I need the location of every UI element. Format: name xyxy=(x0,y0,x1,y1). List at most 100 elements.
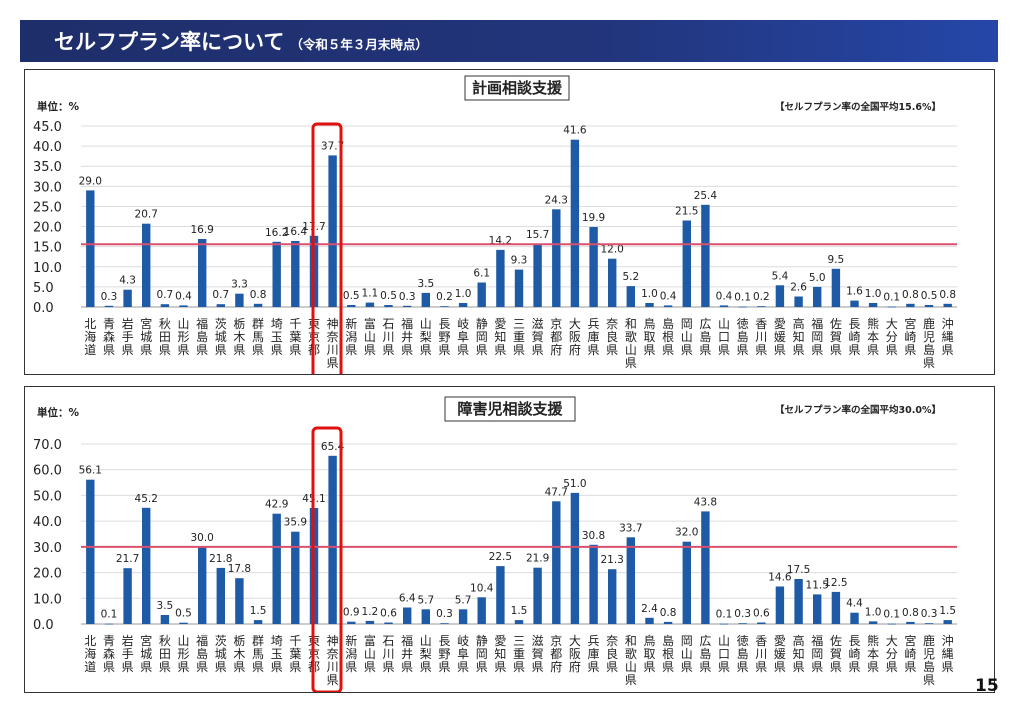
unit-label: 単位：% xyxy=(37,406,79,419)
value-label-徳島県: 0.1 xyxy=(734,292,751,304)
y-tick-label: 0.0 xyxy=(33,301,54,316)
bar-三重県 xyxy=(514,620,524,624)
value-label-高知県: 2.6 xyxy=(790,282,807,294)
category-label-広島県: 広島県 xyxy=(699,317,711,357)
chart-panel-child-support: 障害児相談支援 単位：% 【セルフプラン率の全国平均30.0%】 0.0 10.0 20.… xyxy=(24,386,995,693)
bar-岐阜県 xyxy=(458,303,468,307)
bar-福井県 xyxy=(403,305,412,307)
highlight-box-kanagawa xyxy=(311,122,343,374)
unit-label: 単位：% xyxy=(37,100,79,113)
value-label-石川県: 0.5 xyxy=(380,290,397,302)
value-label-沖縄県: 0.8 xyxy=(939,289,956,301)
y-tick-label: 10.0 xyxy=(33,592,62,607)
chart-panel-planning-support: 計画相談支援 単位：% 【セルフプラン率の全国平均15.6%】 0.0 5.0 10.0 1… xyxy=(24,69,995,375)
category-label-佐賀県: 佐賀県 xyxy=(830,317,842,357)
bar-京都府 xyxy=(552,501,561,624)
y-tick-label: 20.0 xyxy=(33,567,62,582)
y-tick-label: 10.0 xyxy=(33,261,62,276)
bar-大阪府 xyxy=(570,492,580,624)
bar-岡山県 xyxy=(682,220,691,307)
bar-大分県 xyxy=(887,306,896,308)
y-tick-label: 5.0 xyxy=(33,281,54,296)
value-label-香川県: 0.6 xyxy=(753,607,770,619)
value-label-石川県: 0.6 xyxy=(380,607,397,619)
value-label-神奈川県: 37.7 xyxy=(321,140,344,152)
value-label-徳島県: 0.3 xyxy=(734,608,751,620)
bar-岐阜県 xyxy=(458,609,468,624)
category-label-山口県: 山口県 xyxy=(718,317,730,357)
value-label-岩手県: 4.3 xyxy=(119,275,136,287)
category-label-神奈川県: 神奈川県 xyxy=(327,634,339,687)
bar-秋田県 xyxy=(160,615,170,624)
y-tick-label: 30.0 xyxy=(33,180,62,195)
bar-宮崎県 xyxy=(906,303,915,307)
bar-鹿児島県 xyxy=(924,305,934,307)
bar-沖縄県 xyxy=(943,303,952,307)
value-label-岡山県: 21.5 xyxy=(675,206,698,218)
bar-秋田県 xyxy=(160,304,170,307)
value-label-福島県: 30.0 xyxy=(190,532,213,544)
value-label-和歌山県: 5.2 xyxy=(622,271,639,283)
category-label-千葉県: 千葉県 xyxy=(289,634,301,674)
value-label-神奈川県: 65.4 xyxy=(321,441,345,453)
category-label-兵庫県: 兵庫県 xyxy=(588,317,600,357)
category-label-大阪府: 大阪府 xyxy=(569,317,581,357)
chart-title-box xyxy=(464,75,570,101)
value-label-群馬県: 0.8 xyxy=(250,289,267,301)
value-label-鹿児島県: 0.5 xyxy=(921,290,938,302)
value-label-長野県: 0.3 xyxy=(436,608,453,620)
value-label-和歌山県: 33.7 xyxy=(619,522,642,534)
category-label-長野県: 長野県 xyxy=(438,634,450,674)
value-label-静岡県: 6.1 xyxy=(473,267,490,279)
y-tick-label: 60.0 xyxy=(33,464,62,479)
bar-長崎県 xyxy=(850,612,859,624)
bar-新潟県 xyxy=(347,305,356,307)
category-label-富山県: 富山県 xyxy=(364,316,376,357)
bar-岡山県 xyxy=(682,541,691,624)
category-label-鹿児島県: 鹿児島県 xyxy=(923,316,935,370)
bar-群馬県 xyxy=(253,303,263,307)
category-label-三重県: 三重県 xyxy=(513,634,525,674)
value-label-宮城県: 45.2 xyxy=(135,493,158,505)
bar-愛知県 xyxy=(496,249,505,307)
value-label-富山県: 1.1 xyxy=(362,288,379,300)
category-label-島根県: 島根県 xyxy=(662,633,674,674)
category-label-佐賀県: 佐賀県 xyxy=(830,634,842,674)
value-label-大分県: 0.1 xyxy=(883,292,900,304)
bar-山口県 xyxy=(719,623,729,625)
y-tick-label: 35.0 xyxy=(33,160,62,175)
category-label-新潟県: 新潟県 xyxy=(345,633,357,674)
value-label-埼玉県: 42.9 xyxy=(265,499,288,511)
value-label-富山県: 1.2 xyxy=(362,606,379,618)
category-label-鹿児島県: 鹿児島県 xyxy=(923,633,935,687)
bar-福島県 xyxy=(198,239,207,307)
value-label-熊本県: 1.0 xyxy=(865,606,882,618)
category-label-京都府: 京都府 xyxy=(550,634,562,674)
category-label-鳥取県: 鳥取県 xyxy=(643,633,655,674)
category-label-長崎県: 長崎県 xyxy=(848,317,860,357)
category-label-岐阜県: 岐阜県 xyxy=(457,634,469,674)
bar-山形県 xyxy=(179,305,188,307)
bar-佐賀県 xyxy=(831,268,841,307)
y-tick-label: 45.0 xyxy=(33,120,62,135)
category-label-栃木県: 栃木県 xyxy=(233,317,245,357)
value-label-奈良県: 12.0 xyxy=(600,244,623,256)
page-title: セルフプラン率について （令和５年３月末時点） xyxy=(54,26,428,56)
bar-愛媛県 xyxy=(775,285,785,307)
value-label-新潟県: 0.9 xyxy=(343,607,360,619)
bar-青森県 xyxy=(104,623,114,625)
value-label-岐阜県: 5.7 xyxy=(455,594,472,606)
category-label-北海道: 北海道 xyxy=(84,634,96,674)
bar-滋賀県 xyxy=(533,243,542,307)
category-label-香川県: 香川県 xyxy=(755,317,767,357)
value-label-山口県: 0.4 xyxy=(716,290,733,302)
category-label-福島県: 福島県 xyxy=(196,633,208,674)
category-label-兵庫県: 兵庫県 xyxy=(588,634,600,674)
category-label-沖縄県: 沖縄県 xyxy=(942,634,954,674)
value-label-青森県: 0.1 xyxy=(101,609,118,621)
category-label-高知県: 高知県 xyxy=(793,633,805,674)
category-label-高知県: 高知県 xyxy=(793,316,805,357)
value-label-栃木県: 3.3 xyxy=(231,279,248,291)
category-label-富山県: 富山県 xyxy=(364,633,376,674)
